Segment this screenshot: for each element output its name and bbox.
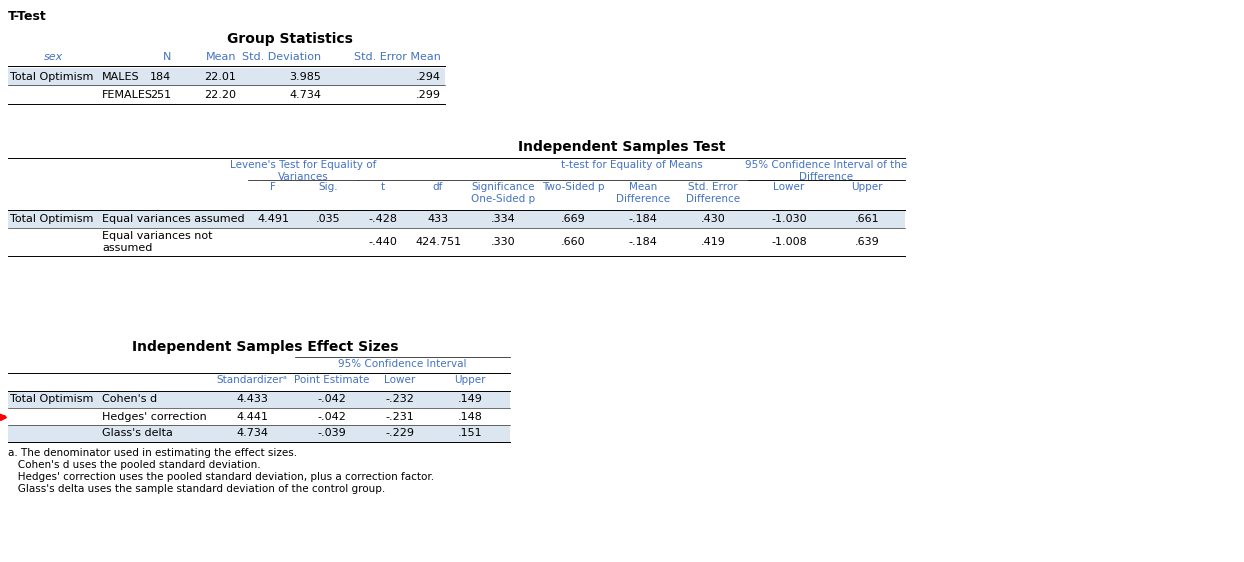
Text: MALES: MALES — [102, 72, 139, 82]
Text: -.428: -.428 — [368, 214, 398, 224]
Text: 433: 433 — [428, 214, 449, 224]
Text: Upper: Upper — [851, 182, 883, 192]
Text: .669: .669 — [561, 214, 586, 224]
Text: Point Estimate: Point Estimate — [295, 375, 369, 385]
Text: .660: .660 — [561, 237, 586, 247]
Text: 4.734: 4.734 — [289, 90, 321, 100]
Text: Sig.: Sig. — [318, 182, 338, 192]
Text: -.039: -.039 — [317, 428, 346, 438]
Text: t: t — [381, 182, 386, 192]
Text: Equal variances assumed: Equal variances assumed — [102, 214, 245, 224]
Bar — [7, 408, 510, 425]
Text: .151: .151 — [458, 428, 483, 438]
Text: 424.751: 424.751 — [415, 237, 462, 247]
Bar — [7, 68, 445, 86]
Text: Cohen's d: Cohen's d — [102, 395, 157, 405]
Text: t-test for Equality of Means: t-test for Equality of Means — [561, 160, 703, 170]
Text: 4.491: 4.491 — [258, 214, 289, 224]
Text: Total Optimism: Total Optimism — [10, 395, 93, 405]
Text: -.184: -.184 — [628, 214, 657, 224]
Text: Hedges' correction uses the pooled standard deviation, plus a correction factor.: Hedges' correction uses the pooled stand… — [7, 472, 434, 482]
Text: 3.985: 3.985 — [289, 72, 321, 82]
Text: a. The denominator used in estimating the effect sizes.: a. The denominator used in estimating th… — [7, 448, 297, 458]
Text: .035: .035 — [316, 214, 341, 224]
Text: 95% Confidence Interval: 95% Confidence Interval — [338, 359, 466, 369]
Text: 22.01: 22.01 — [204, 72, 236, 82]
Text: .148: .148 — [458, 411, 483, 422]
Text: -.042: -.042 — [317, 395, 346, 405]
Text: df: df — [433, 182, 443, 192]
Text: .149: .149 — [458, 395, 483, 405]
Text: Cohen's d uses the pooled standard deviation.: Cohen's d uses the pooled standard devia… — [7, 460, 261, 470]
Text: Independent Samples Effect Sizes: Independent Samples Effect Sizes — [132, 340, 398, 354]
Text: Total Optimism: Total Optimism — [10, 72, 93, 82]
Text: .299: .299 — [415, 90, 442, 100]
Text: sex: sex — [45, 52, 63, 62]
Text: 22.20: 22.20 — [204, 90, 236, 100]
Text: Independent Samples Test: Independent Samples Test — [519, 140, 725, 154]
Text: 251: 251 — [149, 90, 170, 100]
Text: N: N — [163, 52, 170, 62]
Text: 95% Confidence Interval of the
Difference: 95% Confidence Interval of the Differenc… — [745, 160, 908, 182]
Text: Significance
One-Sided p: Significance One-Sided p — [471, 182, 535, 203]
Text: 4.734: 4.734 — [236, 428, 267, 438]
Text: Two-Sided p: Two-Sided p — [541, 182, 605, 192]
Text: Mean
Difference: Mean Difference — [616, 182, 671, 203]
Text: .639: .639 — [855, 237, 880, 247]
Text: Standardizerᵃ: Standardizerᵃ — [216, 375, 287, 385]
Text: .430: .430 — [700, 214, 725, 224]
Text: .661: .661 — [855, 214, 880, 224]
Bar — [7, 86, 445, 104]
Bar — [7, 228, 904, 256]
Text: Group Statistics: Group Statistics — [228, 32, 353, 46]
Text: Std. Error
Difference: Std. Error Difference — [685, 182, 740, 203]
Text: -.231: -.231 — [386, 411, 414, 422]
Text: Hedges' correction: Hedges' correction — [102, 411, 207, 422]
Text: .419: .419 — [700, 237, 725, 247]
Bar — [7, 210, 904, 228]
Text: -.232: -.232 — [386, 395, 414, 405]
Text: -.229: -.229 — [386, 428, 414, 438]
Text: -.184: -.184 — [628, 237, 657, 247]
Text: Lower: Lower — [384, 375, 415, 385]
Text: .294: .294 — [415, 72, 442, 82]
Text: -.042: -.042 — [317, 411, 346, 422]
Text: -.440: -.440 — [368, 237, 397, 247]
Text: 4.433: 4.433 — [236, 395, 267, 405]
Text: -1.008: -1.008 — [771, 237, 807, 247]
Text: -1.030: -1.030 — [771, 214, 807, 224]
Text: Glass's delta: Glass's delta — [102, 428, 173, 438]
Text: .330: .330 — [490, 237, 515, 247]
Text: Std. Error Mean: Std. Error Mean — [355, 52, 442, 62]
Text: F: F — [270, 182, 276, 192]
Text: Glass's delta uses the sample standard deviation of the control group.: Glass's delta uses the sample standard d… — [7, 484, 386, 494]
Text: .334: .334 — [490, 214, 515, 224]
Text: 184: 184 — [149, 72, 170, 82]
Bar — [7, 391, 510, 408]
Text: Lower: Lower — [774, 182, 805, 192]
Text: Equal variances not
assumed: Equal variances not assumed — [102, 231, 213, 253]
Text: Total Optimism: Total Optimism — [10, 214, 93, 224]
Bar — [7, 425, 510, 442]
Text: Upper: Upper — [454, 375, 485, 385]
Text: Levene's Test for Equality of
Variances: Levene's Test for Equality of Variances — [230, 160, 376, 182]
Text: 4.441: 4.441 — [236, 411, 267, 422]
Text: FEMALES: FEMALES — [102, 90, 153, 100]
Text: T-Test: T-Test — [7, 10, 47, 23]
Text: Mean: Mean — [205, 52, 236, 62]
Text: Std. Deviation: Std. Deviation — [241, 52, 321, 62]
